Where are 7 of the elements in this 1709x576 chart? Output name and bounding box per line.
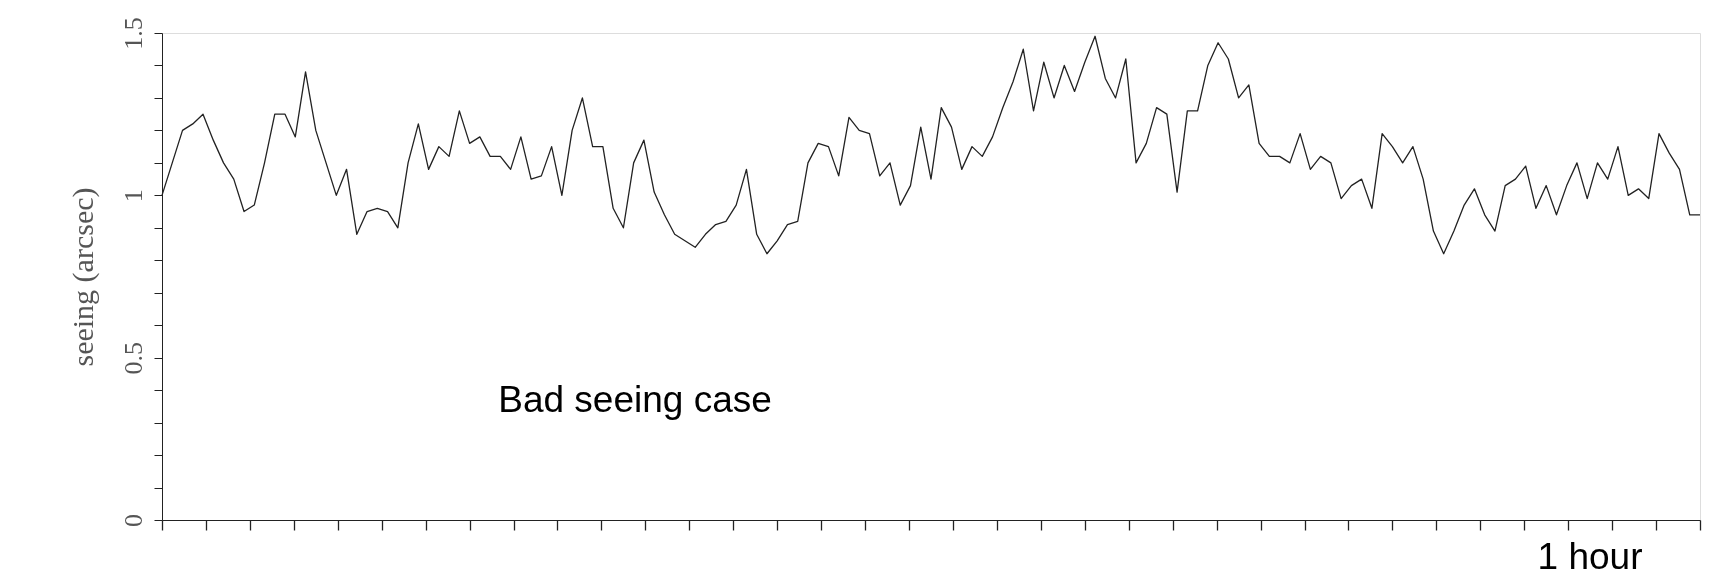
y-axis-title: seeing (arcsec) xyxy=(65,187,100,367)
y-tick-label: 1.5 xyxy=(118,17,148,50)
y-tick-label: 1 xyxy=(118,189,148,203)
text: 1 hour xyxy=(1537,536,1643,576)
y-tick-label: 0.5 xyxy=(118,341,148,375)
y-tick-label: 0 xyxy=(118,514,148,527)
annotation: Bad seeing case xyxy=(498,379,772,420)
